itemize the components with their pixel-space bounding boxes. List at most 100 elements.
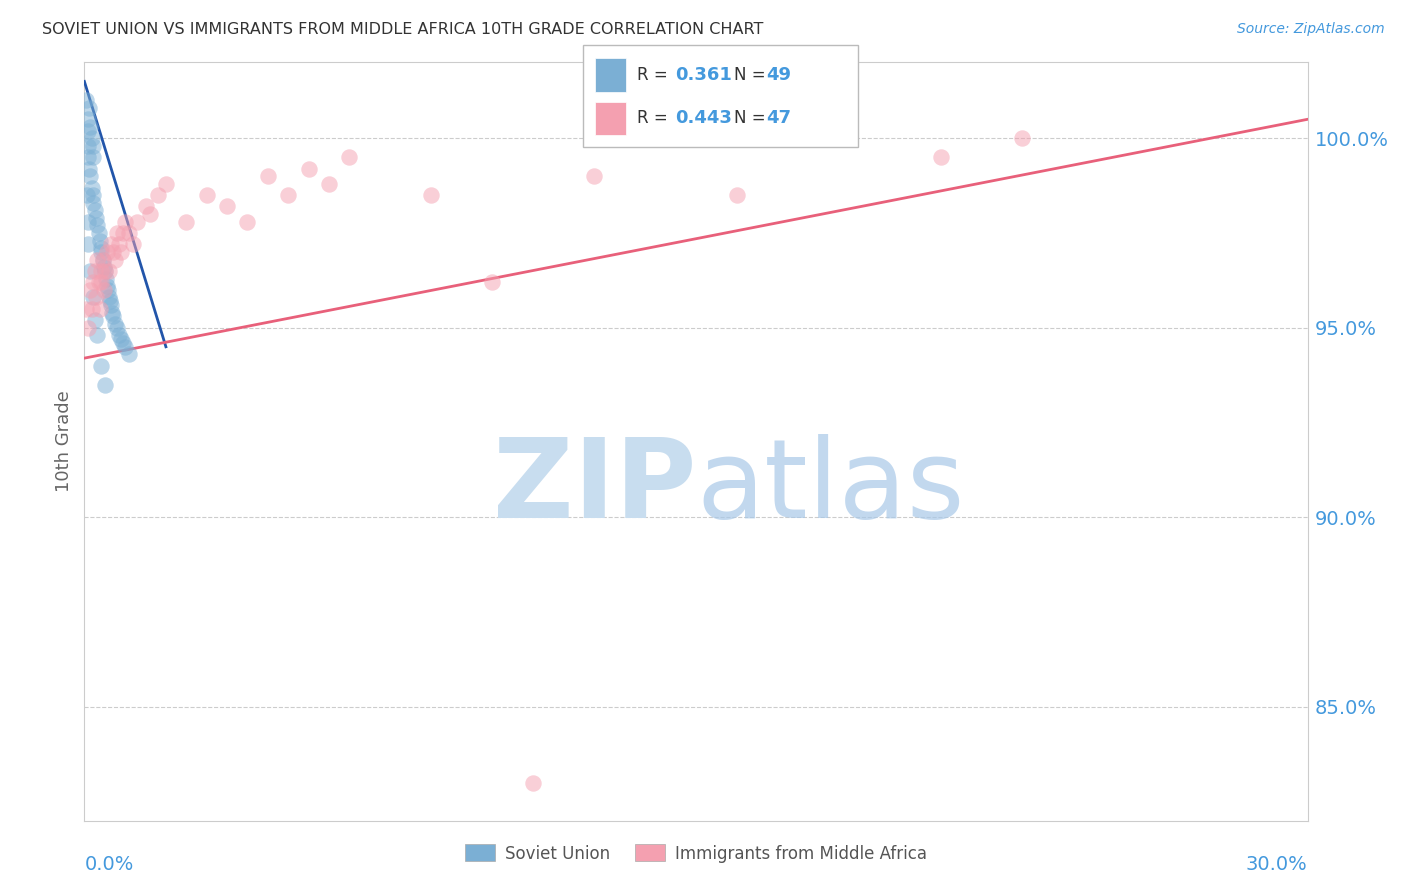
Point [217, 200, 239, 214]
Point [89, 234, 111, 248]
Point [277, 188, 299, 202]
Point [93, 260, 115, 275]
Point [90, 276, 112, 290]
Point [298, 161, 321, 176]
Point [93, 264, 115, 278]
Point [80, 180, 103, 194]
Point [93, 264, 115, 278]
Point [420, 188, 443, 202]
Point [104, 252, 127, 267]
Point [97, 283, 120, 297]
Y-axis label: 10th Grade: 10th Grade [55, 391, 73, 492]
Point [86, 219, 108, 233]
Point [104, 317, 127, 331]
Point [77, 321, 100, 335]
Point [725, 188, 748, 202]
Point [90, 359, 112, 373]
Point [929, 150, 952, 164]
Point [82, 188, 104, 202]
Point [101, 306, 124, 320]
Point [98, 294, 121, 309]
Point [83, 203, 105, 218]
Point [82, 195, 104, 210]
Point [84, 211, 107, 225]
Point [339, 150, 361, 164]
Point [94, 271, 117, 285]
Point [77, 237, 100, 252]
Point [87, 226, 110, 240]
Text: R =: R = [637, 110, 673, 128]
Point [80, 131, 103, 145]
Point [82, 291, 104, 305]
Point [481, 276, 503, 290]
Point [90, 264, 112, 278]
Point [105, 226, 128, 240]
Text: 0.361: 0.361 [675, 66, 731, 85]
Point [195, 188, 218, 202]
Point [114, 340, 136, 354]
Point [122, 237, 145, 252]
Point [91, 252, 114, 267]
Point [91, 252, 114, 267]
Point [101, 310, 124, 324]
Text: atlas: atlas [696, 434, 965, 541]
Point [76, 215, 98, 229]
Point [174, 215, 197, 229]
Point [83, 313, 105, 327]
Point [112, 226, 135, 240]
Point [79, 264, 101, 278]
Point [138, 207, 160, 221]
Point [583, 169, 606, 184]
Point [93, 377, 115, 392]
Point [77, 150, 100, 164]
Point [83, 264, 105, 278]
Text: ZIP: ZIP [492, 434, 696, 541]
Point [89, 301, 111, 316]
Point [79, 169, 101, 184]
Point [236, 215, 259, 229]
Point [77, 124, 100, 138]
Point [1011, 131, 1033, 145]
Point [79, 283, 101, 297]
Text: N =: N = [734, 66, 770, 85]
Legend: Soviet Union, Immigrants from Middle Africa: Soviet Union, Immigrants from Middle Afr… [458, 838, 934, 869]
Point [93, 283, 115, 297]
Point [108, 237, 131, 252]
Point [108, 328, 131, 343]
Point [80, 301, 103, 316]
Point [522, 776, 544, 790]
Point [86, 328, 108, 343]
Point [257, 169, 280, 184]
Point [77, 161, 100, 176]
Point [127, 215, 149, 229]
Point [76, 139, 98, 153]
Point [75, 301, 97, 316]
Text: R =: R = [637, 66, 673, 85]
Point [114, 215, 136, 229]
Point [96, 245, 118, 260]
Text: 0.443: 0.443 [675, 110, 731, 128]
Point [82, 276, 104, 290]
Point [84, 291, 107, 305]
Point [101, 245, 124, 260]
Point [79, 120, 101, 134]
Point [76, 112, 98, 127]
Point [100, 298, 122, 312]
Point [100, 237, 122, 252]
Point [97, 264, 120, 278]
Text: 47: 47 [766, 110, 792, 128]
Point [90, 241, 112, 255]
Point [90, 245, 112, 260]
Point [155, 177, 177, 191]
Point [118, 226, 141, 240]
Text: 49: 49 [766, 66, 792, 85]
Point [96, 279, 118, 293]
Text: N =: N = [734, 110, 770, 128]
Point [146, 188, 169, 202]
Point [112, 336, 135, 351]
Point [110, 245, 132, 260]
Text: Source: ZipAtlas.com: Source: ZipAtlas.com [1237, 22, 1385, 37]
Point [76, 188, 98, 202]
Point [105, 321, 128, 335]
Text: 30.0%: 30.0% [1246, 855, 1308, 874]
